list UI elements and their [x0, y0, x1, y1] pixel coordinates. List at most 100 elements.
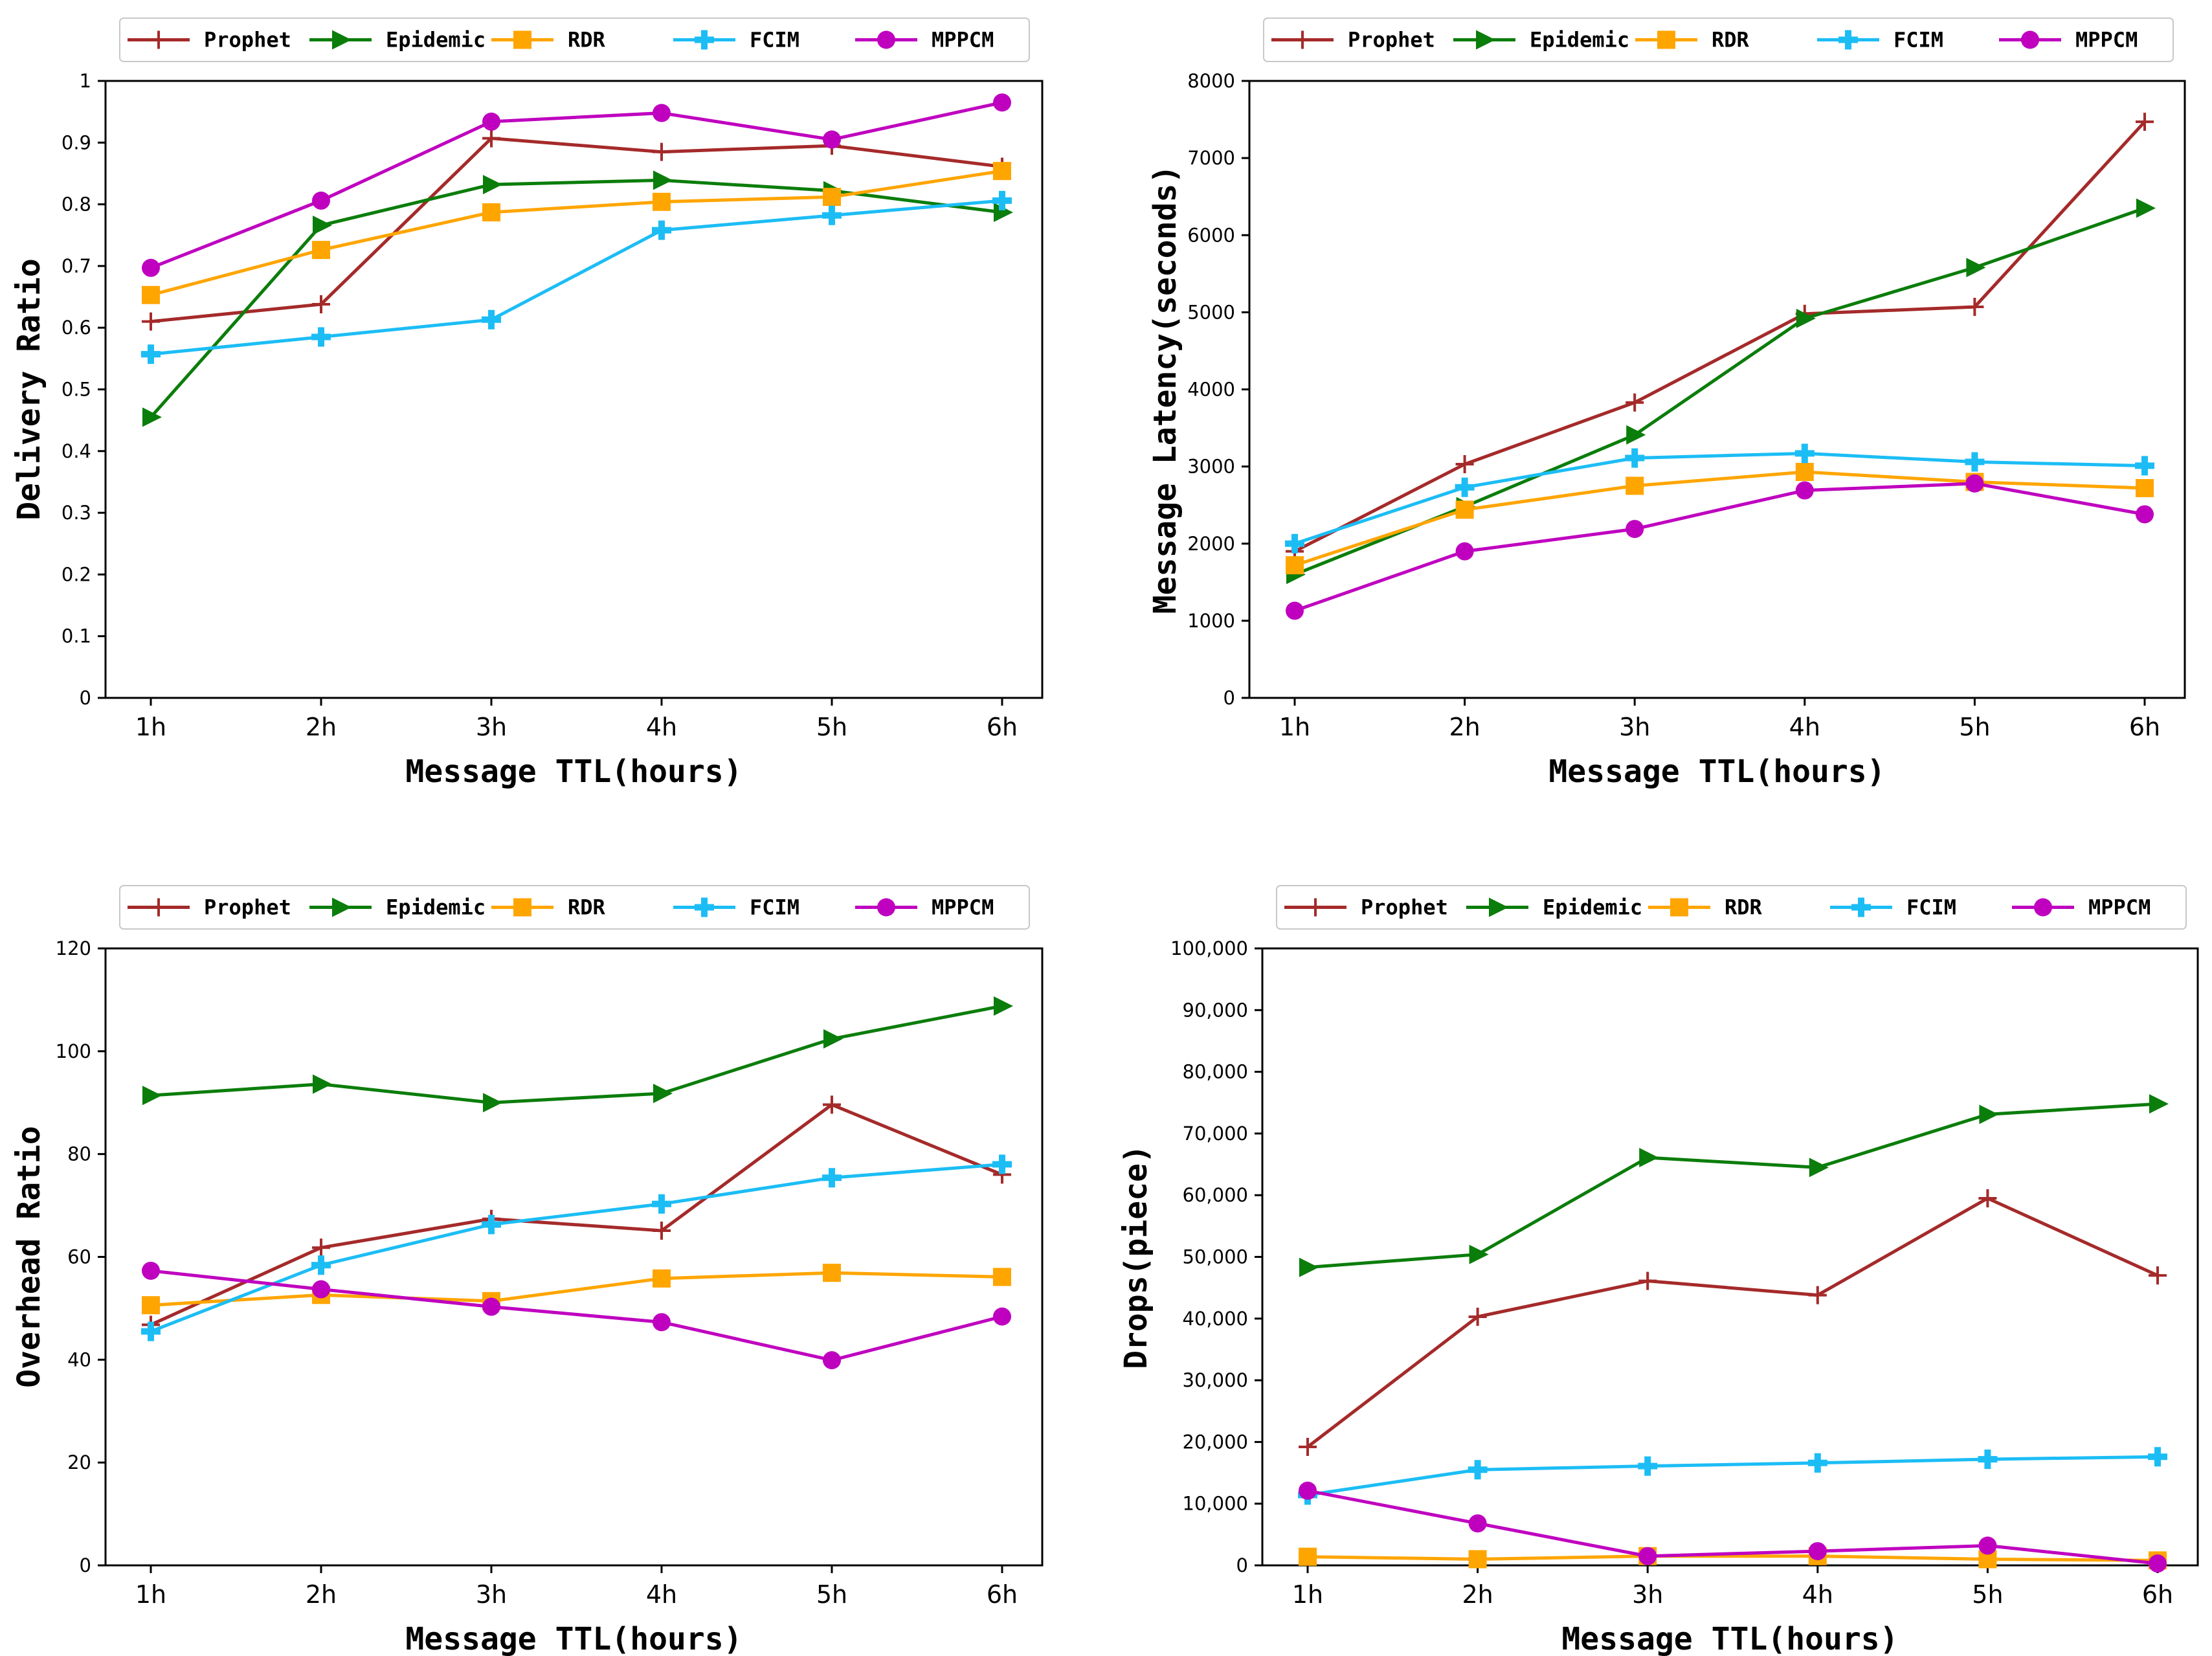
legend-marker-mppcm [2034, 898, 2052, 917]
data-point-epidemic [823, 1029, 843, 1049]
legend-label: MPPCM [932, 28, 994, 52]
legend-item-epidemic: Epidemic [1466, 895, 1642, 920]
legend-label: FCIM [1906, 895, 1956, 920]
y-axis-title: Message Latency(seconds) [1147, 165, 1183, 614]
data-point-mppcm [1965, 474, 1984, 493]
legend-label: Epidemic [386, 895, 486, 920]
data-point-prophet [1625, 393, 1644, 412]
data-point-prophet [1638, 1271, 1657, 1290]
legend-label: FCIM [1894, 28, 1943, 52]
legend: Prophet Epidemic RDR FCIM MPPCM [119, 885, 1030, 930]
legend-label: Prophet [204, 28, 291, 52]
data-point-epidemic [653, 170, 673, 190]
x-tick-label: 1h [1279, 713, 1310, 741]
legend: Prophet Epidemic RDR FCIM MPPCM [1276, 885, 2187, 930]
data-point-fcim [652, 1194, 671, 1214]
x-tick-label: 4h [1789, 713, 1820, 741]
y-axis-title: Drops(piece) [1118, 1145, 1154, 1369]
legend-label: Epidemic [1530, 28, 1629, 52]
data-point-epidemic [1639, 1148, 1659, 1168]
y-tick-label: 6000 [1187, 224, 1235, 246]
data-point-epidemic [1626, 425, 1646, 445]
x-tick-label: 1h [135, 713, 166, 741]
data-point-prophet [2149, 1266, 2167, 1285]
x-tick-label: 6h [987, 1580, 1018, 1609]
x-axis-title: Message TTL(hours) [405, 1621, 742, 1656]
data-point-mppcm [142, 1261, 160, 1280]
y-tick-label: 60,000 [1183, 1184, 1248, 1206]
legend-box [1263, 17, 2174, 62]
legend-label: Epidemic [386, 28, 486, 52]
data-point-prophet [653, 1222, 671, 1240]
data-point-fcim [1638, 1456, 1658, 1476]
data-point-mppcm [1795, 481, 1814, 500]
legend-item-rdr: RDR [491, 895, 606, 920]
legend-label: Prophet [204, 895, 291, 920]
data-point-mppcm [1299, 1481, 1317, 1500]
data-point-epidemic [653, 1083, 673, 1103]
legend-marker-mppcm [877, 898, 895, 917]
data-point-epidemic [313, 216, 332, 236]
x-tick-label: 3h [1632, 1580, 1663, 1609]
data-point-fcim [1965, 452, 1985, 472]
data-point-fcim [1807, 1453, 1827, 1473]
legend-marker-rdr [513, 898, 531, 917]
data-point-rdr [1795, 462, 1814, 481]
series-mppcm [142, 93, 1011, 277]
x-tick-label: 2h [1462, 1580, 1493, 1609]
data-point-prophet [1455, 455, 1474, 474]
legend-marker-epidemic [332, 897, 352, 917]
legend: Prophet Epidemic RDR FCIM MPPCM [119, 17, 1030, 62]
y-tick-label: 1 [80, 70, 91, 92]
data-point-epidemic [1979, 1104, 1999, 1125]
data-point-epidemic [483, 175, 502, 195]
legend-marker-mppcm [877, 30, 895, 49]
legend-label: Prophet [1361, 895, 1448, 920]
series-line-rdr [150, 169, 1003, 297]
legend-item-epidemic: Epidemic [309, 28, 486, 52]
data-point-fcim [992, 1154, 1012, 1174]
data-point-rdr [1455, 500, 1474, 519]
series-line-epidemic [150, 1004, 1003, 1104]
data-point-epidemic [1469, 1244, 1489, 1264]
legend-label: RDR [568, 28, 606, 52]
legend-item-fcim: FCIM [1817, 28, 1943, 52]
data-point-mppcm [2136, 505, 2154, 524]
series-line-rdr [1294, 470, 2145, 567]
legend-box [1276, 885, 2187, 930]
y-tick-label: 80,000 [1183, 1061, 1248, 1083]
legend-item-prophet: Prophet [1271, 28, 1435, 52]
data-point-fcim [482, 1214, 501, 1235]
series-line-epidemic [1294, 207, 2145, 576]
data-point-rdr [653, 192, 671, 211]
data-point-fcim [311, 327, 331, 347]
legend-item-mppcm: MPPCM [855, 895, 994, 920]
x-tick-label: 6h [2142, 1580, 2173, 1609]
series-line-prophet [1293, 120, 2146, 553]
data-point-epidemic [313, 1074, 332, 1094]
data-point-rdr [2136, 478, 2154, 497]
series-mppcm [1299, 1481, 2167, 1573]
data-point-mppcm [1638, 1547, 1657, 1565]
data-point-prophet [2136, 113, 2154, 131]
plot-frame [104, 947, 1044, 1567]
x-axis-title: Message TTL(hours) [405, 754, 742, 790]
data-point-mppcm [482, 112, 500, 131]
data-point-fcim [1978, 1449, 1998, 1470]
series-line-prophet [150, 137, 1003, 324]
legend-marker-rdr [513, 30, 531, 49]
x-tick-label: 4h [646, 713, 677, 741]
series-line-fcim [1307, 1455, 2158, 1497]
data-point-fcim [1625, 448, 1645, 468]
series-prophet [1299, 1189, 2167, 1457]
legend-label: Epidemic [1543, 895, 1642, 920]
y-tick-label: 2000 [1187, 533, 1235, 555]
legend-label: FCIM [750, 895, 799, 920]
x-tick-label: 3h [476, 1580, 507, 1609]
legend-marker-epidemic [332, 30, 352, 50]
series-epidemic [1299, 1094, 2169, 1277]
data-point-rdr [823, 188, 841, 207]
plot-frame [1261, 947, 2199, 1567]
series-fcim [1298, 1447, 2167, 1505]
y-tick-label: 40 [67, 1348, 91, 1371]
